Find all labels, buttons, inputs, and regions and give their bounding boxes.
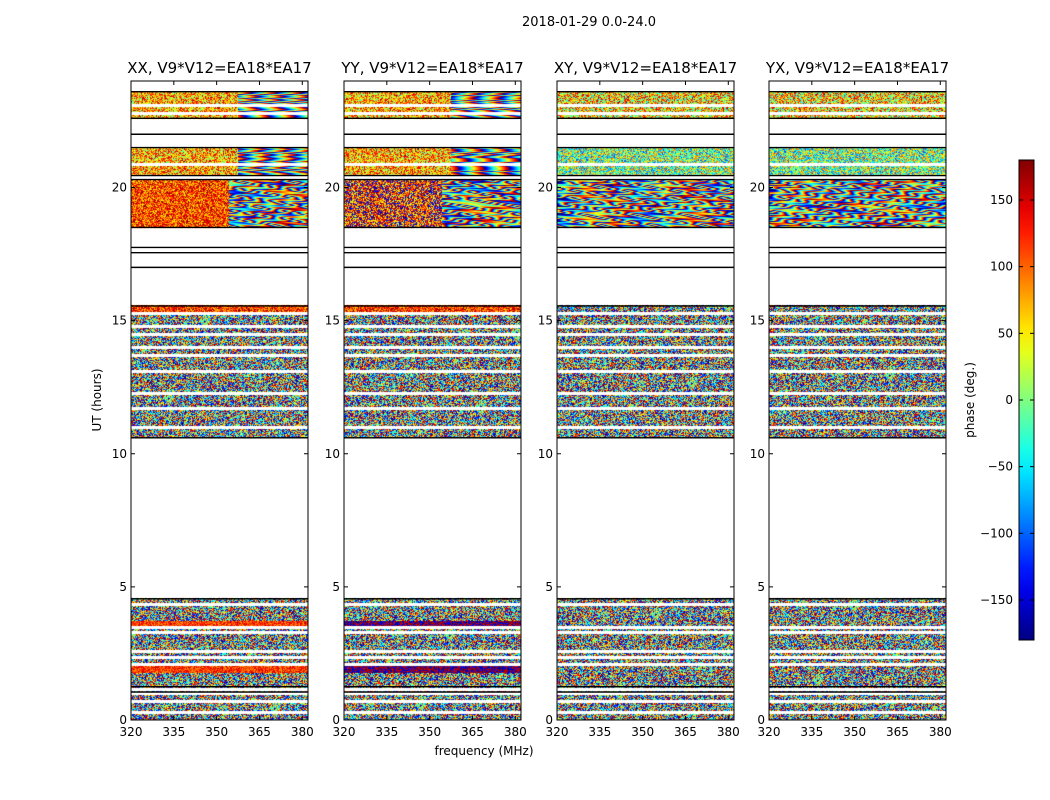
y-tick-label: 0 xyxy=(757,713,765,727)
y-tick-label: 15 xyxy=(538,314,553,328)
panel-title: YX, V9*V12=EA18*EA17 xyxy=(765,59,949,77)
x-tick-label: 380 xyxy=(291,725,314,739)
y-tick-label: 5 xyxy=(545,580,553,594)
y-tick-label: 10 xyxy=(325,447,340,461)
y-tick-label: 0 xyxy=(545,713,553,727)
x-tick-label: 350 xyxy=(205,725,228,739)
colorbar-tick-label: −100 xyxy=(980,526,1013,540)
panel-frame xyxy=(130,80,309,721)
y-tick-label: 10 xyxy=(112,447,127,461)
y-tick-label: 15 xyxy=(325,314,340,328)
y-tick-label: 20 xyxy=(750,181,765,195)
x-tick-label: 320 xyxy=(120,725,143,739)
x-tick-label: 365 xyxy=(886,725,909,739)
y-tick-label: 10 xyxy=(538,447,553,461)
y-tick-label: 0 xyxy=(119,713,127,727)
colorbar-tick-label: 0 xyxy=(1005,393,1013,407)
x-tick-label: 335 xyxy=(375,725,398,739)
colorbar-tick-label: −150 xyxy=(980,593,1013,607)
colorbar-tick-label: −50 xyxy=(988,460,1013,474)
colorbar: 150 100 50 0 −50 −100 −150 xyxy=(980,159,1035,641)
x-tick-label: 320 xyxy=(546,725,569,739)
x-tick-label: 365 xyxy=(674,725,697,739)
phase-heatmap xyxy=(769,81,946,720)
panel-xx: XX, V9*V12=EA18*EA17 320 335 350 365 380 0 5 10 1… xyxy=(112,59,314,739)
y-axis-label: UT (hours) xyxy=(90,368,104,431)
colorbar-tick-label: 50 xyxy=(998,326,1013,340)
x-tick-label: 365 xyxy=(248,725,271,739)
x-tick-label: 350 xyxy=(631,725,654,739)
y-tick-label: 15 xyxy=(112,314,127,328)
phase-heatmap xyxy=(131,81,308,720)
x-tick-label: 380 xyxy=(929,725,952,739)
x-tick-label: 350 xyxy=(843,725,866,739)
panel-frame xyxy=(343,80,522,721)
y-tick-label: 10 xyxy=(750,447,765,461)
y-tick-label: 20 xyxy=(538,181,553,195)
y-tick-label: 5 xyxy=(119,580,127,594)
x-tick-label: 365 xyxy=(461,725,484,739)
y-tick-label: 5 xyxy=(757,580,765,594)
phase-heatmap xyxy=(344,81,521,720)
y-tick-label: 0 xyxy=(332,713,340,727)
x-axis-label: frequency (MHz) xyxy=(434,744,533,758)
x-tick-label: 320 xyxy=(333,725,356,739)
y-tick-label: 15 xyxy=(750,314,765,328)
x-tick-label: 380 xyxy=(717,725,740,739)
panel-xy: XY, V9*V12=EA18*EA17 320 335 350 365 380 0 5 10 1… xyxy=(538,59,740,739)
panels: XX, V9*V12=EA18*EA17 320 335 350 365 380 0 5 10 1… xyxy=(112,59,952,739)
panel-frame xyxy=(768,80,947,721)
y-tick-label: 20 xyxy=(112,181,127,195)
y-tick-label: 5 xyxy=(332,580,340,594)
x-tick-label: 335 xyxy=(800,725,823,739)
panel-title: XY, V9*V12=EA18*EA17 xyxy=(554,59,737,77)
colorbar-label: phase (deg.) xyxy=(963,362,977,438)
x-tick-label: 380 xyxy=(504,725,527,739)
panel-title: YY, V9*V12=EA18*EA17 xyxy=(340,59,523,77)
panel-title: XX, V9*V12=EA18*EA17 xyxy=(127,59,311,77)
colorbar-tick-label: 150 xyxy=(990,193,1013,207)
x-tick-label: 335 xyxy=(588,725,611,739)
panel-yx: YX, V9*V12=EA18*EA17 320 335 350 365 380 0 5 10 1… xyxy=(750,59,952,739)
x-tick-label: 335 xyxy=(162,725,185,739)
x-tick-label: 350 xyxy=(418,725,441,739)
y-tick-label: 20 xyxy=(325,181,340,195)
panel-frame xyxy=(556,80,735,721)
phase-heatmap xyxy=(557,81,734,720)
colorbar-tick-label: 100 xyxy=(990,260,1013,274)
panel-yy: YY, V9*V12=EA18*EA17 320 335 350 365 380 0 5 10 1… xyxy=(325,59,527,739)
x-tick-label: 320 xyxy=(758,725,781,739)
figure-suptitle: 2018-01-29 0.0-24.0 xyxy=(522,15,656,30)
